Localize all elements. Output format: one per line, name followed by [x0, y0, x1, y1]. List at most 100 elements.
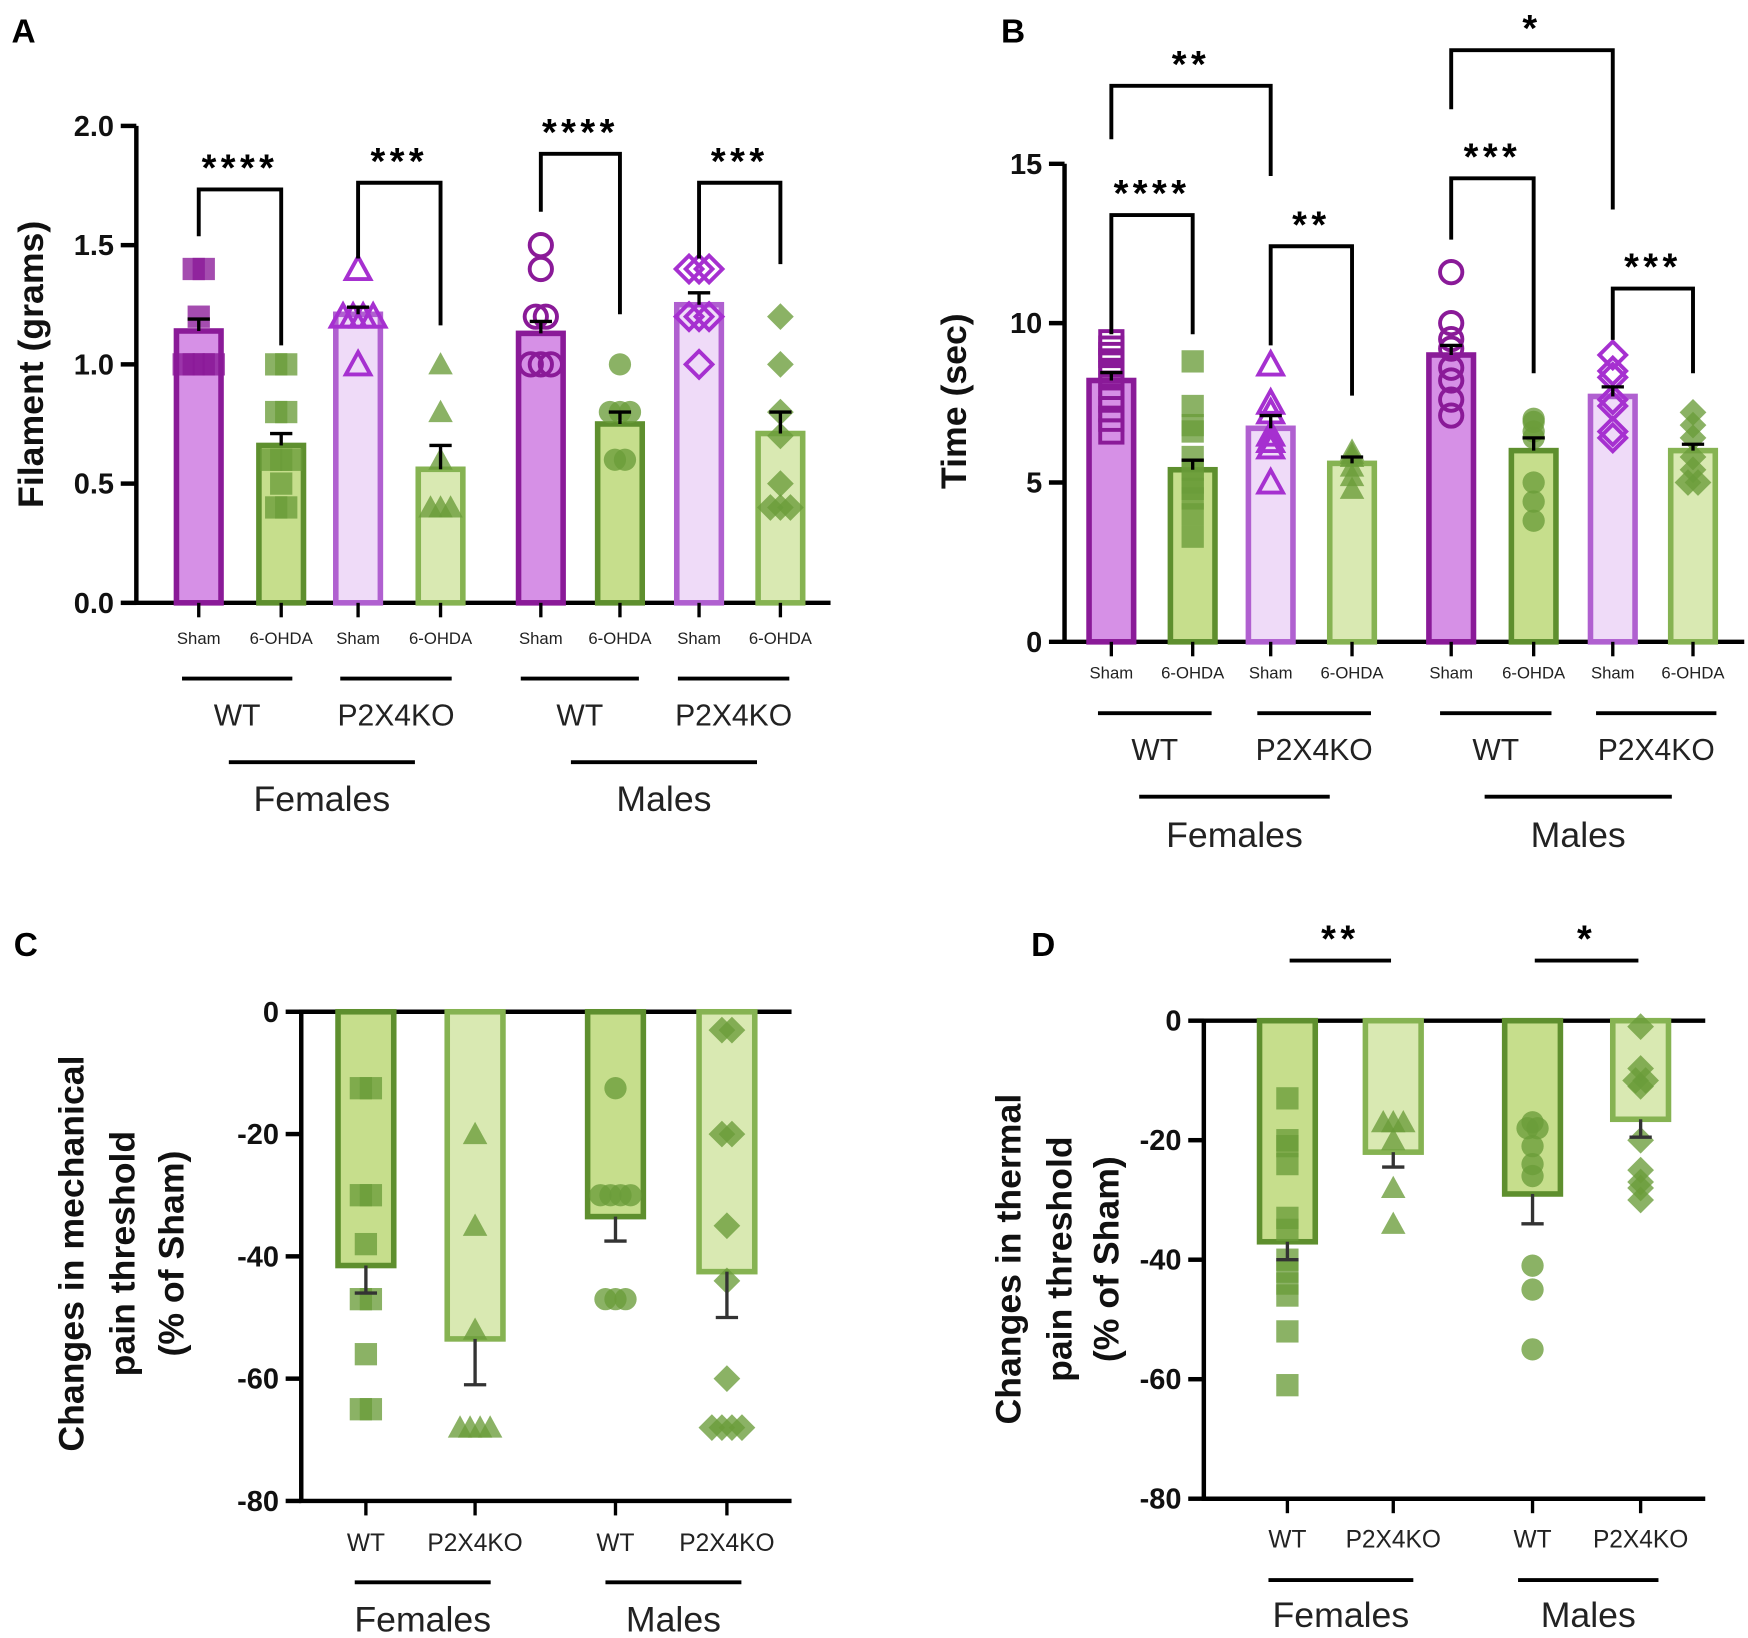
significance-label: **: [1321, 919, 1359, 961]
data-point: [682, 348, 716, 381]
sex-label: Males: [616, 779, 711, 819]
data-point: [1181, 394, 1204, 418]
data-point: [192, 257, 215, 281]
y-tick-label: 1.0: [74, 349, 114, 381]
significance-bracket: [196, 187, 284, 346]
data-point: [1339, 476, 1365, 499]
y-tick-label: 2.0: [74, 111, 114, 143]
data-point: [1255, 386, 1287, 415]
series-females-p2x4ko-6-ohda: [415, 352, 466, 606]
panel-letter: B: [1001, 13, 1025, 50]
data-point: [1438, 402, 1465, 429]
series-females-p2x4ko-6-ohda: [1326, 438, 1378, 645]
y-axis-label: (% of Sham): [1087, 1156, 1127, 1362]
series-males-wt-6-ohda: [1508, 407, 1559, 645]
significance-bracket: [1610, 286, 1695, 374]
data-point: [1438, 310, 1465, 337]
data-point: [613, 448, 637, 471]
y-tick-label: 0.5: [74, 469, 114, 501]
data-point: [275, 353, 298, 376]
data-point: [357, 300, 389, 329]
genotype-label: P2X4KO: [675, 699, 792, 732]
panel-A: A 0.0 0.5 1.0 1.5 2.0 Filament (grams) Sham 6-OH…: [11, 13, 831, 819]
data-point: [1596, 383, 1629, 416]
data-point: [1276, 1135, 1299, 1158]
genotype-label: P2X4KO: [1256, 734, 1373, 767]
x-tick-label: Sham: [336, 629, 380, 648]
x-tick-label: Sham: [519, 629, 563, 648]
x-tick-label: P2X4KO: [679, 1530, 774, 1557]
sex-label: Females: [1273, 1595, 1410, 1635]
series-females-p2x4ko-sham: [327, 252, 389, 606]
data-point: [1521, 1164, 1544, 1188]
significance-label: ****: [202, 148, 279, 190]
y-tick-label: -60: [1140, 1364, 1182, 1396]
x-tick-label: WT: [596, 1530, 634, 1557]
x-tick-label: Sham: [1429, 664, 1473, 683]
data-point: [682, 252, 716, 286]
y-tick-label: -40: [1140, 1245, 1182, 1277]
bar: [444, 1008, 506, 1342]
x-tick-label: 6-OHDA: [250, 629, 314, 648]
significance-bracket: [1109, 213, 1195, 335]
data-point: [438, 495, 463, 518]
x-tick-label: 6-OHDA: [409, 629, 473, 648]
series-females-wt: [1256, 1017, 1319, 1397]
data-point: [342, 252, 374, 281]
data-point: [428, 399, 453, 423]
series-males-p2x4ko-6-ohda: [1667, 399, 1719, 645]
data-point: [1181, 350, 1204, 373]
y-tick-label: 0: [263, 997, 279, 1029]
panel-letter: A: [12, 13, 36, 50]
data-point: [619, 1184, 642, 1207]
data-point: [202, 353, 225, 376]
data-point: [1381, 1175, 1406, 1199]
x-tick-label: WT: [347, 1530, 385, 1557]
data-point: [1276, 1087, 1299, 1110]
series-males-p2x4ko-sham: [1587, 338, 1638, 645]
series-males-wt-sham: [515, 232, 566, 606]
y-tick-label: 15: [1010, 149, 1042, 181]
sex-label: Males: [626, 1599, 721, 1638]
sex-label: Males: [1541, 1595, 1636, 1635]
data-point: [1521, 1278, 1544, 1301]
data-point: [604, 1077, 627, 1100]
data-point: [1276, 1320, 1299, 1343]
data-point: [1438, 386, 1465, 413]
data-point: [1276, 1374, 1299, 1397]
y-axis-label: Time (sec): [934, 313, 974, 489]
y-axis-label: (% of Sham): [152, 1151, 192, 1357]
y-axis-label: pain threshold: [1040, 1136, 1080, 1382]
data-point: [1276, 1152, 1299, 1176]
y-tick-label: 1.5: [74, 230, 114, 262]
data-point: [767, 303, 794, 331]
data-point: [1339, 463, 1365, 487]
x-tick-label: 6-OHDA: [1161, 664, 1225, 683]
series-males-wt-6-ohda: [594, 353, 646, 606]
data-point: [728, 1414, 756, 1441]
genotype-label: WT: [1472, 734, 1519, 767]
data-point: [1521, 1338, 1544, 1361]
data-point: [1255, 418, 1287, 447]
data-point: [359, 1077, 383, 1100]
series-females-wt-6-ohda: [1167, 350, 1218, 645]
sex-label: Females: [254, 779, 391, 819]
data-point: [1381, 1211, 1406, 1234]
significance-label: **: [1172, 44, 1210, 86]
panel-C: C 0 -20 -40 -60 -80 Changes in mechanical pain …: [14, 927, 792, 1638]
genotype-label: WT: [556, 699, 603, 732]
data-point: [777, 494, 804, 521]
significance-bracket: [1268, 244, 1354, 396]
data-point: [1098, 418, 1125, 445]
data-point: [1632, 1067, 1660, 1094]
data-point: [1438, 335, 1465, 362]
x-tick-label: 6-OHDA: [1661, 664, 1725, 683]
series-males-wt: [1501, 1017, 1564, 1361]
significance-bracket: [1109, 83, 1273, 177]
data-point: [275, 496, 298, 519]
data-point: [608, 353, 632, 376]
data-point: [1391, 1110, 1416, 1133]
data-point: [1526, 1117, 1549, 1140]
y-tick-label: -20: [237, 1119, 279, 1151]
